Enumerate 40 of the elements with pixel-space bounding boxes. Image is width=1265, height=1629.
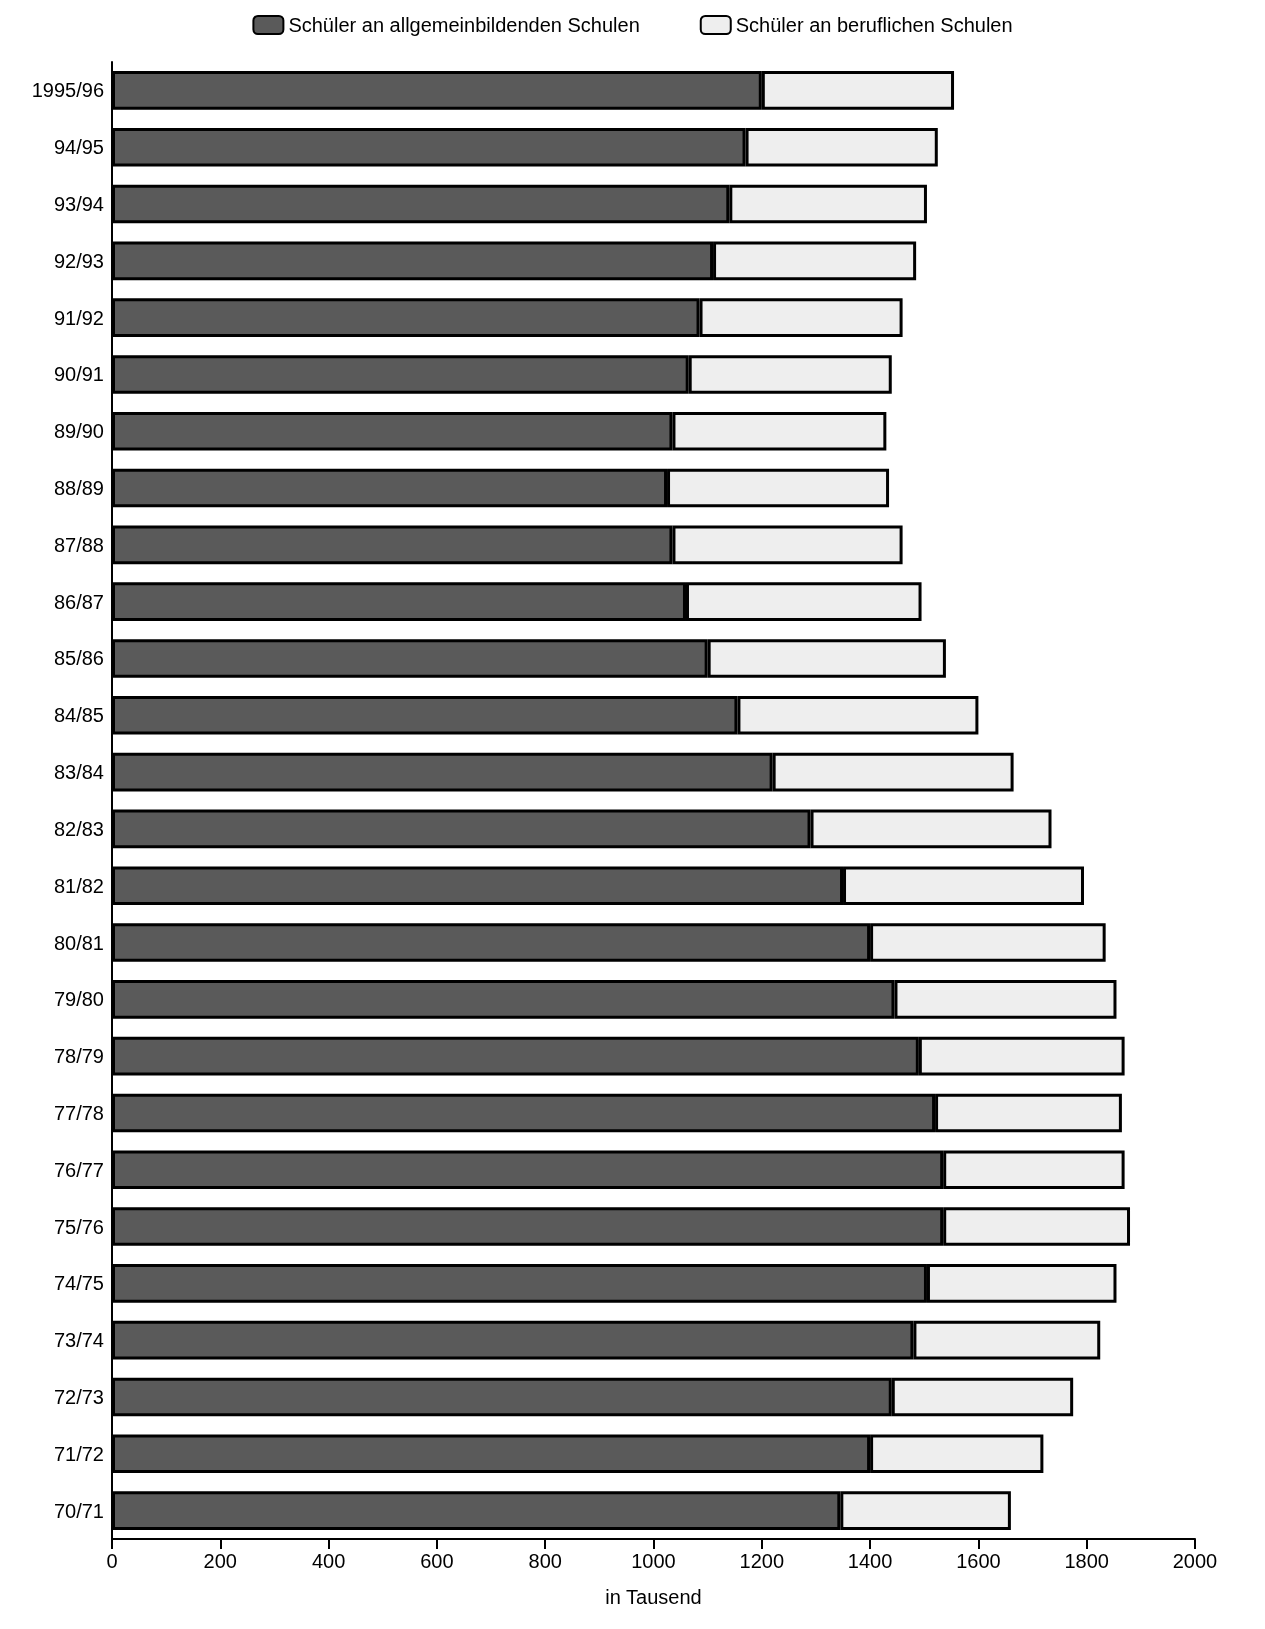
y-tick-label: 94/95 [53,136,104,159]
y-tick-label: 70/71 [53,1499,104,1522]
x-tick-label: 1600 [956,1550,1001,1572]
x-tick-label: 2000 [1172,1550,1218,1572]
y-tick-label: 92/93 [53,249,104,272]
y-tick-label: 81/82 [53,874,104,897]
y-tick-label: 90/91 [53,363,104,386]
y-tick-label: 77/78 [53,1101,104,1124]
y-tick-label: 73/74 [53,1329,104,1352]
x-tick-label: 1400 [847,1550,893,1572]
y-tick-label: 88/89 [53,477,104,500]
x-tick-label: 600 [420,1550,454,1572]
y-tick-label: 75/76 [53,1215,104,1238]
legend-label: Schüler an beruflichen Schulen [735,14,1013,36]
y-tick-label: 74/75 [53,1272,104,1295]
y-tick-label: 82/83 [53,817,104,840]
y-tick-label: 86/87 [53,590,104,613]
x-axis-title: in Tausend [605,1586,702,1608]
x-tick-label: 1200 [739,1550,785,1572]
y-tick-label: 93/94 [53,193,104,216]
y-tick-label: 71/72 [53,1442,104,1465]
x-tick-label: 0 [106,1550,118,1572]
y-tick-label: 85/86 [53,647,104,670]
y-tick-label: 72/73 [53,1385,104,1408]
y-tick-label: 1995/96 [31,79,104,102]
legend-label: Schüler an allgemeinbildenden Schulen [288,14,640,36]
y-tick-label: 79/80 [53,988,104,1011]
y-tick-label: 89/90 [53,420,104,443]
y-tick-label: 84/85 [53,704,104,727]
y-tick-label: 83/84 [53,761,104,784]
x-tick-label: 800 [528,1550,562,1572]
x-tick-label: 1000 [631,1550,676,1572]
x-tick-label: 1800 [1064,1550,1109,1572]
y-tick-label: 80/81 [53,931,104,954]
y-tick-label: 91/92 [53,306,104,329]
x-tick-label: 400 [311,1550,346,1572]
y-tick-label: 78/79 [53,1045,104,1068]
x-tick-label: 200 [203,1550,237,1572]
y-tick-label: 76/77 [53,1158,104,1181]
y-tick-label: 87/88 [53,533,104,556]
